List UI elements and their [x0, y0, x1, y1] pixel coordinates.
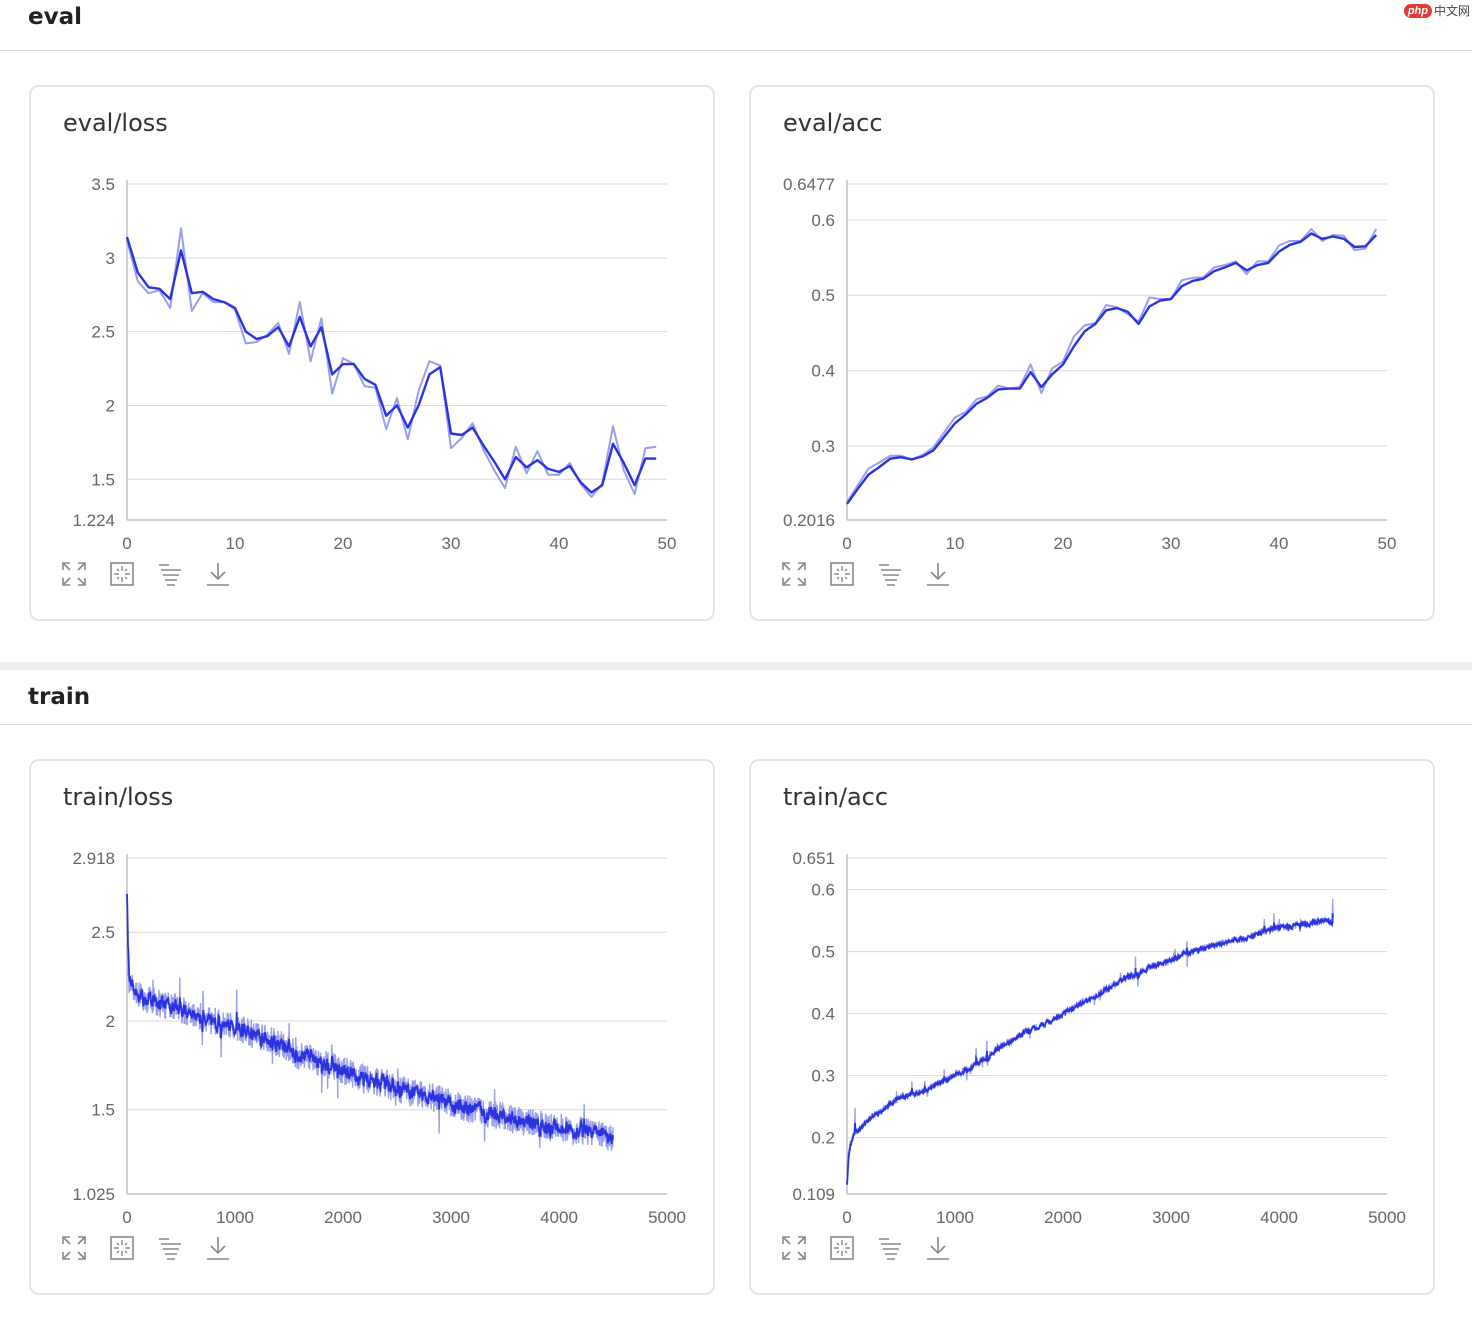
y-tick-label: 0.2016 [783, 511, 835, 530]
x-tick-label: 30 [442, 534, 461, 553]
chart-svg: 0.2016 0.3 0.4 0.5 0.6 0.6477 0 10 20 30 40 50 [783, 175, 1397, 553]
section-title: eval [28, 4, 82, 30]
series-raw-line [846, 899, 1334, 1185]
download-icon[interactable] [205, 561, 231, 587]
expand-icon[interactable] [781, 1235, 807, 1261]
chart-title: eval/acc [783, 109, 883, 137]
chart-toolbar [781, 561, 951, 587]
y-tick-label: 0.109 [792, 1185, 835, 1204]
y-tick-label: 3.5 [91, 175, 115, 194]
y-tick-label: 0.6 [811, 881, 835, 900]
x-tick-label: 2000 [324, 1208, 362, 1227]
y-tick-label: 2.918 [72, 849, 115, 868]
x-tick-label: 3000 [432, 1208, 470, 1227]
expand-icon[interactable] [61, 1235, 87, 1261]
y-tick-label: 0.651 [792, 849, 835, 868]
filter-icon[interactable] [157, 1235, 183, 1261]
watermark: php 中文网 [1403, 2, 1470, 19]
x-tick-label: 1000 [216, 1208, 254, 1227]
series-smoothed-line [125, 236, 657, 494]
chart-svg: 1.224 1.5 2 2.5 3 3.5 0 10 20 30 40 50 [72, 175, 677, 553]
series-raw-line [846, 228, 1378, 503]
watermark-logo: php [1403, 3, 1432, 18]
x-tick-label: 0 [842, 534, 851, 553]
fit-screen-icon[interactable] [109, 561, 135, 587]
filter-icon[interactable] [877, 1235, 903, 1261]
download-icon[interactable] [925, 561, 951, 587]
chart-card-train-acc: train/acc 0.109 0.2 0.3 0.4 0.5 0.6 0.651 0 1000… [749, 759, 1435, 1295]
x-tick-label: 20 [334, 534, 353, 553]
y-tick-label: 0.4 [811, 1005, 835, 1024]
y-tick-label: 1.5 [91, 1101, 115, 1120]
download-icon[interactable] [925, 1235, 951, 1261]
y-tick-label: 1.224 [72, 511, 115, 530]
y-tick-label: 1.025 [72, 1185, 115, 1204]
y-tick-label: 0.2 [811, 1129, 835, 1148]
y-tick-label: 0.6477 [783, 175, 835, 194]
x-tick-label: 20 [1054, 534, 1073, 553]
x-tick-label: 4000 [540, 1208, 578, 1227]
x-tick-label: 0 [122, 1208, 131, 1227]
x-tick-label: 3000 [1152, 1208, 1190, 1227]
chart-title: train/acc [783, 783, 889, 811]
series-raw-line [126, 227, 657, 498]
y-tick-label: 0.4 [811, 362, 835, 381]
x-tick-label: 1000 [936, 1208, 974, 1227]
series-smoothed-line [846, 913, 1334, 1185]
chart-toolbar [61, 1235, 231, 1261]
x-tick-label: 4000 [1260, 1208, 1298, 1227]
y-tick-label: 0.3 [811, 1067, 835, 1086]
x-tick-label: 50 [658, 534, 677, 553]
chart-card-train-loss: train/loss 1.025 1.5 2 2.5 2.918 0 1000 2000 300… [29, 759, 715, 1295]
chart-title: eval/loss [63, 109, 168, 137]
y-tick-label: 0.3 [811, 437, 835, 456]
expand-icon[interactable] [61, 561, 87, 587]
y-tick-label: 0.6 [811, 211, 835, 230]
series-smoothed-line [846, 232, 1378, 505]
section-header-eval: eval [0, 0, 1472, 51]
chart-card-eval-acc: eval/acc 0.2016 0.3 0.4 0.5 0.6 0.6477 0 10 20 30… [749, 85, 1435, 621]
y-tick-label: 2.5 [91, 323, 115, 342]
y-tick-label: 1.5 [91, 470, 115, 489]
x-tick-label: 40 [550, 534, 569, 553]
x-tick-label: 10 [946, 534, 965, 553]
download-icon[interactable] [205, 1235, 231, 1261]
chart-svg: 0.109 0.2 0.3 0.4 0.5 0.6 0.651 0 1000 2000 3000 40… [792, 849, 1406, 1227]
fit-screen-icon[interactable] [829, 1235, 855, 1261]
x-tick-label: 5000 [1368, 1208, 1406, 1227]
chart-toolbar [781, 1235, 951, 1261]
y-tick-label: 2 [106, 1012, 115, 1031]
y-tick-label: 2.5 [91, 923, 115, 942]
x-tick-label: 30 [1162, 534, 1181, 553]
x-tick-label: 10 [226, 534, 245, 553]
chart-svg: 1.025 1.5 2 2.5 2.918 0 1000 2000 3000 4000 5000 [72, 849, 686, 1227]
watermark-text: 中文网 [1433, 4, 1470, 18]
chart-toolbar [61, 561, 231, 587]
section-header-train: train [0, 662, 1472, 725]
filter-icon[interactable] [877, 561, 903, 587]
fit-screen-icon[interactable] [829, 561, 855, 587]
x-tick-label: 0 [842, 1208, 851, 1227]
x-tick-label: 40 [1270, 534, 1289, 553]
series-smoothed-line [126, 893, 614, 1145]
y-tick-label: 3 [106, 249, 115, 268]
x-tick-label: 50 [1378, 534, 1397, 553]
x-tick-label: 2000 [1044, 1208, 1082, 1227]
x-tick-label: 0 [122, 534, 131, 553]
y-tick-label: 2 [106, 396, 115, 415]
fit-screen-icon[interactable] [109, 1235, 135, 1261]
y-tick-label: 0.5 [811, 943, 835, 962]
expand-icon[interactable] [781, 561, 807, 587]
chart-title: train/loss [63, 783, 174, 811]
chart-card-eval-loss: eval/loss 1.224 1.5 2 2.5 3 3.5 0 10 20 30 40 50 [29, 85, 715, 621]
y-tick-label: 0.5 [811, 286, 835, 305]
section-title: train [28, 684, 91, 710]
filter-icon[interactable] [157, 561, 183, 587]
x-tick-label: 5000 [648, 1208, 686, 1227]
